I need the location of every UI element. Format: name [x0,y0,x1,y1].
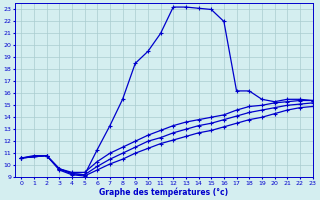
X-axis label: Graphe des températures (°c): Graphe des températures (°c) [99,187,228,197]
